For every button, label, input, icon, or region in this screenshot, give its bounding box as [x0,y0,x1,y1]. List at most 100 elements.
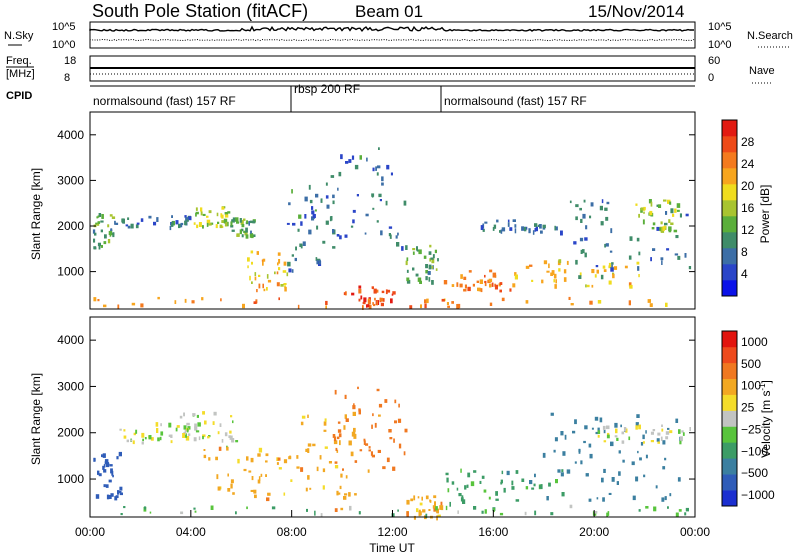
velocity-cell [119,428,122,431]
velocity-cell [343,496,347,500]
power-cell [416,249,419,252]
velocity-cell [230,483,233,489]
power-cell [252,220,256,224]
velocity-cell [473,470,477,473]
power-cell [263,288,266,292]
power-cell [206,219,211,224]
power-cell [600,221,604,226]
power-cell [585,225,588,230]
velocity-cell [102,465,105,470]
power-cell [500,229,503,234]
power-cell [366,304,368,308]
cpid-segment-1: normalsound (fast) 157 RF [93,94,236,108]
power-cell [560,230,563,236]
power-cell [409,305,413,309]
velocity-cell [340,473,343,478]
velocity-cell [655,485,658,489]
power-cell [185,217,189,222]
power-cell [554,226,558,231]
velocity-cell [307,443,312,447]
power-cell [104,234,107,239]
power-cell [283,283,287,285]
power-cell [130,223,134,229]
nsky-left-tick-bottom: 10^0 [52,39,76,51]
velocity-cell [336,490,339,496]
velocity-cell [194,426,198,431]
power-cell [637,266,640,271]
power-cell [258,283,261,289]
power-cell [661,260,663,265]
velocity-cell [429,499,431,502]
power-cell [405,245,408,250]
power-cell [195,207,198,211]
velocity-cell [660,436,663,441]
power-cell [613,266,618,270]
velocity-cell [557,469,561,473]
power-cell [499,230,502,233]
velocity-cell [118,491,122,494]
power-cell [243,230,246,234]
power-cell [528,228,531,234]
x-tick-label: 00:00 [680,525,710,539]
velocity-cell [344,493,348,496]
power-cell [548,263,550,269]
power-cell [231,229,235,232]
power-cell [375,166,377,171]
velocity-cell [631,461,635,466]
power-cell [338,171,342,177]
power-cell [227,211,231,214]
power-cell [602,265,606,269]
x-tick-label: 16:00 [478,525,508,539]
power-cell [651,227,655,230]
velocity-cell [542,452,546,458]
velocity-cell [393,438,395,443]
velocity-cell [599,417,603,423]
power-cell [468,270,472,273]
power-cell [484,274,486,278]
x-tick-label: 12:00 [377,525,407,539]
nsky-right-tick-bottom: 10^0 [708,39,732,51]
velocity-cell [328,461,332,464]
velocity-cell [110,468,113,474]
power-cell [589,215,592,219]
power-cell [390,298,393,304]
power-cell [563,277,567,282]
power-cell [153,221,157,226]
time-xlabel: Time UT [369,541,415,554]
power-cell [553,273,557,279]
power-cell [558,259,562,264]
power-cell [236,233,240,237]
power-cell [418,249,422,255]
velocity-cell [533,483,536,487]
power-cell [403,200,407,206]
velocity-cell [230,415,233,418]
power-cell [376,289,379,293]
velocity-cell [168,422,172,428]
power-cell [242,303,245,309]
colorbar-tick-label: 12 [741,223,755,237]
power-colorbar: 4 8 12 16 20 24 28 [721,119,755,297]
power-cell [332,194,335,199]
power-cell [673,229,678,233]
velocity-cell [594,511,598,514]
velocity-cell [227,488,231,492]
power-cell [364,232,367,235]
power-cell [575,216,578,221]
freq-panel: Freq. [MHz] 18 8 60 0 Nave [6,55,775,84]
power-cell [611,264,613,268]
power-cell [492,272,497,278]
velocity-cell [335,447,338,451]
velocity-cell [588,443,592,448]
velocity-cell [677,477,681,482]
velocity-cell [334,465,339,469]
velocity-cell [618,471,621,476]
power-cell [198,222,202,227]
power-cell [131,302,136,306]
power-cell [594,274,597,278]
power-cell [611,262,614,265]
x-tick-label: 08:00 [277,525,307,539]
power-cell [302,241,306,246]
colorbar-frame [721,119,738,297]
power-cell [184,220,187,226]
velocity-cell [539,485,542,489]
